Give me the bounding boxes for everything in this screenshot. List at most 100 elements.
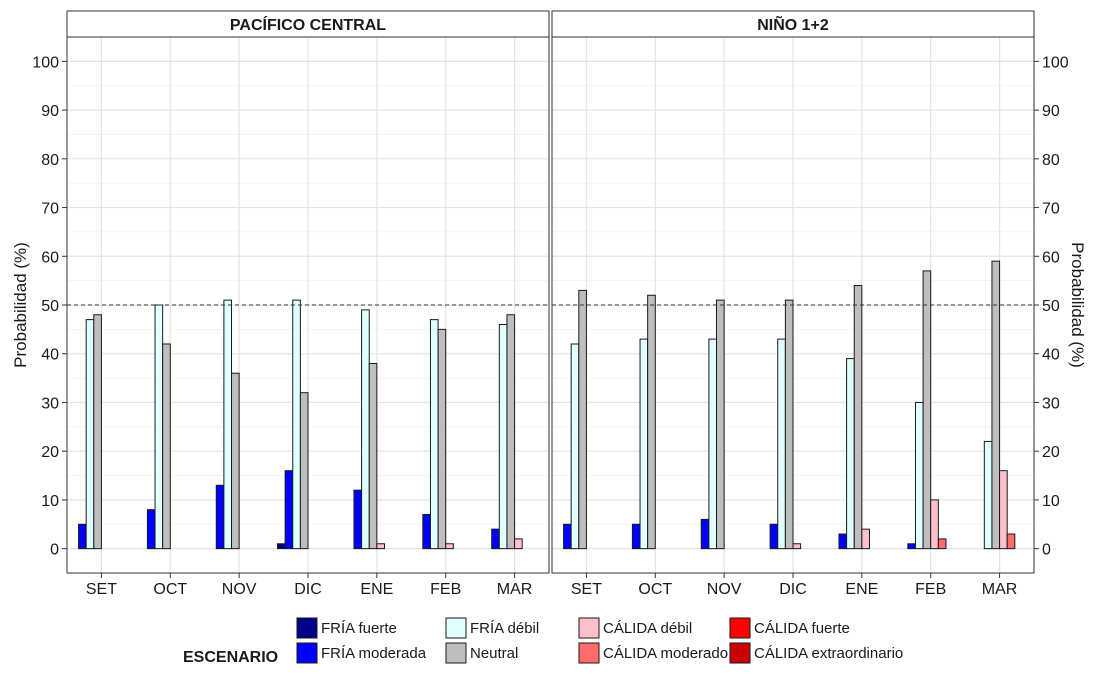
bar-fria-debil-ene: [846, 358, 855, 550]
x-tick-label: NOV: [707, 581, 742, 598]
bar-calida-debil-ene: [376, 543, 385, 550]
x-tick-label: DIC: [779, 581, 807, 598]
y-tick-label: 70: [41, 201, 59, 218]
legend: ESCENARIO FRÍA fuerte FRÍA moderada FRÍA d…: [183, 617, 903, 666]
bar-fria-moderada-oct: [146, 509, 156, 550]
legend-label-calida-fuerte: CÁLIDA fuerte: [754, 620, 850, 637]
legend-title: ESCENARIO: [183, 649, 278, 666]
legend-swatch-fria-fuerte: [296, 617, 318, 639]
bar-fria-debil-mar: [983, 440, 993, 550]
bar-fria-debil-nov: [223, 299, 233, 550]
y-tick-label: 70: [1042, 201, 1060, 218]
bar-neutral-set: [578, 289, 587, 550]
bar-fria-moderada-nov: [700, 518, 710, 550]
y-tick-label: 20: [1042, 444, 1060, 461]
strip-label: NIÑO 1+2: [757, 14, 829, 34]
bar-neutral-nov: [716, 299, 725, 550]
legend-label-fria-moderada: FRÍA moderada: [321, 645, 427, 662]
x-tick-label: ENE: [360, 581, 393, 598]
x-tick-label: MAR: [982, 581, 1018, 598]
x-tick-label: MAR: [497, 581, 533, 598]
bar-fria-moderada-set: [563, 523, 572, 550]
y-axis-title-left: Probabilidad (%): [11, 242, 30, 368]
bar-fria-debil-set: [570, 343, 580, 550]
left-y-axis: 0 10 20 30 40 50 60 70 80 90 100: [32, 54, 67, 559]
legend-swatch-fria-debil: [445, 617, 467, 639]
strip-background: [66, 10, 550, 38]
bar-calida-debil-mar: [514, 538, 523, 550]
x-tick-label: SET: [571, 581, 602, 598]
y-tick-label: 40: [41, 347, 59, 364]
y-tick-label: 50: [41, 298, 59, 315]
legend-label-fria-fuerte: FRÍA fuerte: [321, 620, 397, 637]
strip-background: [551, 10, 1035, 38]
bar-neutral-set: [93, 314, 102, 550]
y-tick-label: 100: [32, 54, 59, 71]
y-tick-label: 20: [41, 444, 59, 461]
x-tick-label: DIC: [294, 581, 322, 598]
bar-fria-debil-feb: [429, 319, 439, 550]
bar-neutral-mar: [991, 260, 1001, 550]
y-tick-label: 50: [1042, 298, 1060, 315]
bar-fria-moderada-nov: [215, 484, 225, 550]
bar-neutral-mar: [506, 314, 516, 550]
bar-fria-debil-dic: [292, 299, 301, 550]
x-tick-label: FEB: [430, 581, 461, 598]
bar-neutral-nov: [231, 372, 240, 550]
bar-neutral-ene: [853, 285, 863, 550]
y-tick-label: 90: [41, 103, 59, 120]
bar-fria-debil-oct: [639, 338, 649, 550]
bar-neutral-dic: [784, 299, 794, 550]
bar-fria-moderada-feb: [907, 543, 916, 550]
x-tick-label: FEB: [915, 581, 946, 598]
y-tick-label: 60: [1042, 249, 1060, 266]
bar-fria-moderada-feb: [422, 514, 431, 550]
y-tick-label: 80: [41, 152, 59, 169]
y-tick-label: 60: [41, 249, 59, 266]
bar-calida-moderado-mar: [1006, 533, 1016, 550]
bar-calida-debil-dic: [792, 543, 802, 550]
bar-fria-debil-nov: [708, 338, 718, 550]
legend-swatch-calida-moderado: [578, 642, 600, 664]
bar-fria-moderada-ene: [353, 489, 363, 550]
bar-fria-moderada-set: [78, 523, 87, 550]
bar-fria-debil-mar: [498, 323, 508, 550]
bar-fria-debil-set: [85, 319, 95, 550]
bar-fria-fuerte-dic: [277, 543, 286, 550]
bar-neutral-dic: [299, 392, 309, 550]
bar-fria-moderada-dic: [769, 523, 779, 550]
x-tick-label: SET: [86, 581, 117, 598]
bar-fria-debil-ene: [361, 309, 370, 550]
bar-calida-debil-feb: [445, 543, 454, 550]
bar-fria-moderada-mar: [491, 528, 500, 550]
bar-fria-moderada-ene: [838, 533, 848, 550]
y-tick-label: 100: [1042, 54, 1069, 71]
bar-neutral-feb: [437, 328, 447, 550]
bar-calida-debil-ene: [861, 528, 870, 550]
right-y-axis: 0 10 20 30 40 50 60 70 80 90 100: [1034, 54, 1069, 559]
bar-fria-moderada-oct: [631, 523, 641, 550]
legend-swatch-calida-debil: [578, 617, 600, 639]
y-tick-label: 10: [41, 493, 59, 510]
panel-nino-1-2: NIÑO 1+2 SET OCT NOV DIC ENE FEB MAR: [551, 10, 1035, 598]
legend-label-calida-moderado: CÁLIDA moderado: [603, 645, 728, 662]
bar-fria-debil-dic: [777, 338, 786, 550]
legend-label-calida-extraordinario: CÁLIDA extraordinario: [754, 645, 903, 662]
y-tick-label: 0: [50, 542, 59, 559]
bar-calida-debil-mar: [999, 470, 1008, 550]
bar-fria-moderada-dic: [284, 470, 294, 550]
y-tick-label: 10: [1042, 493, 1060, 510]
legend-swatch-fria-moderada: [296, 642, 318, 664]
bar-neutral-oct: [162, 343, 171, 550]
y-tick-label: 40: [1042, 347, 1060, 364]
strip-label: PACÍFICO CENTRAL: [230, 15, 386, 34]
legend-swatch-calida-fuerte: [729, 617, 751, 639]
y-tick-label: 30: [41, 395, 59, 412]
legend-swatch-neutral: [445, 642, 467, 664]
y-tick-label: 30: [1042, 395, 1060, 412]
x-tick-label: ENE: [845, 581, 878, 598]
legend-label-calida-debil: CÁLIDA débil: [603, 620, 692, 637]
bar-calida-debil-feb: [930, 499, 939, 550]
